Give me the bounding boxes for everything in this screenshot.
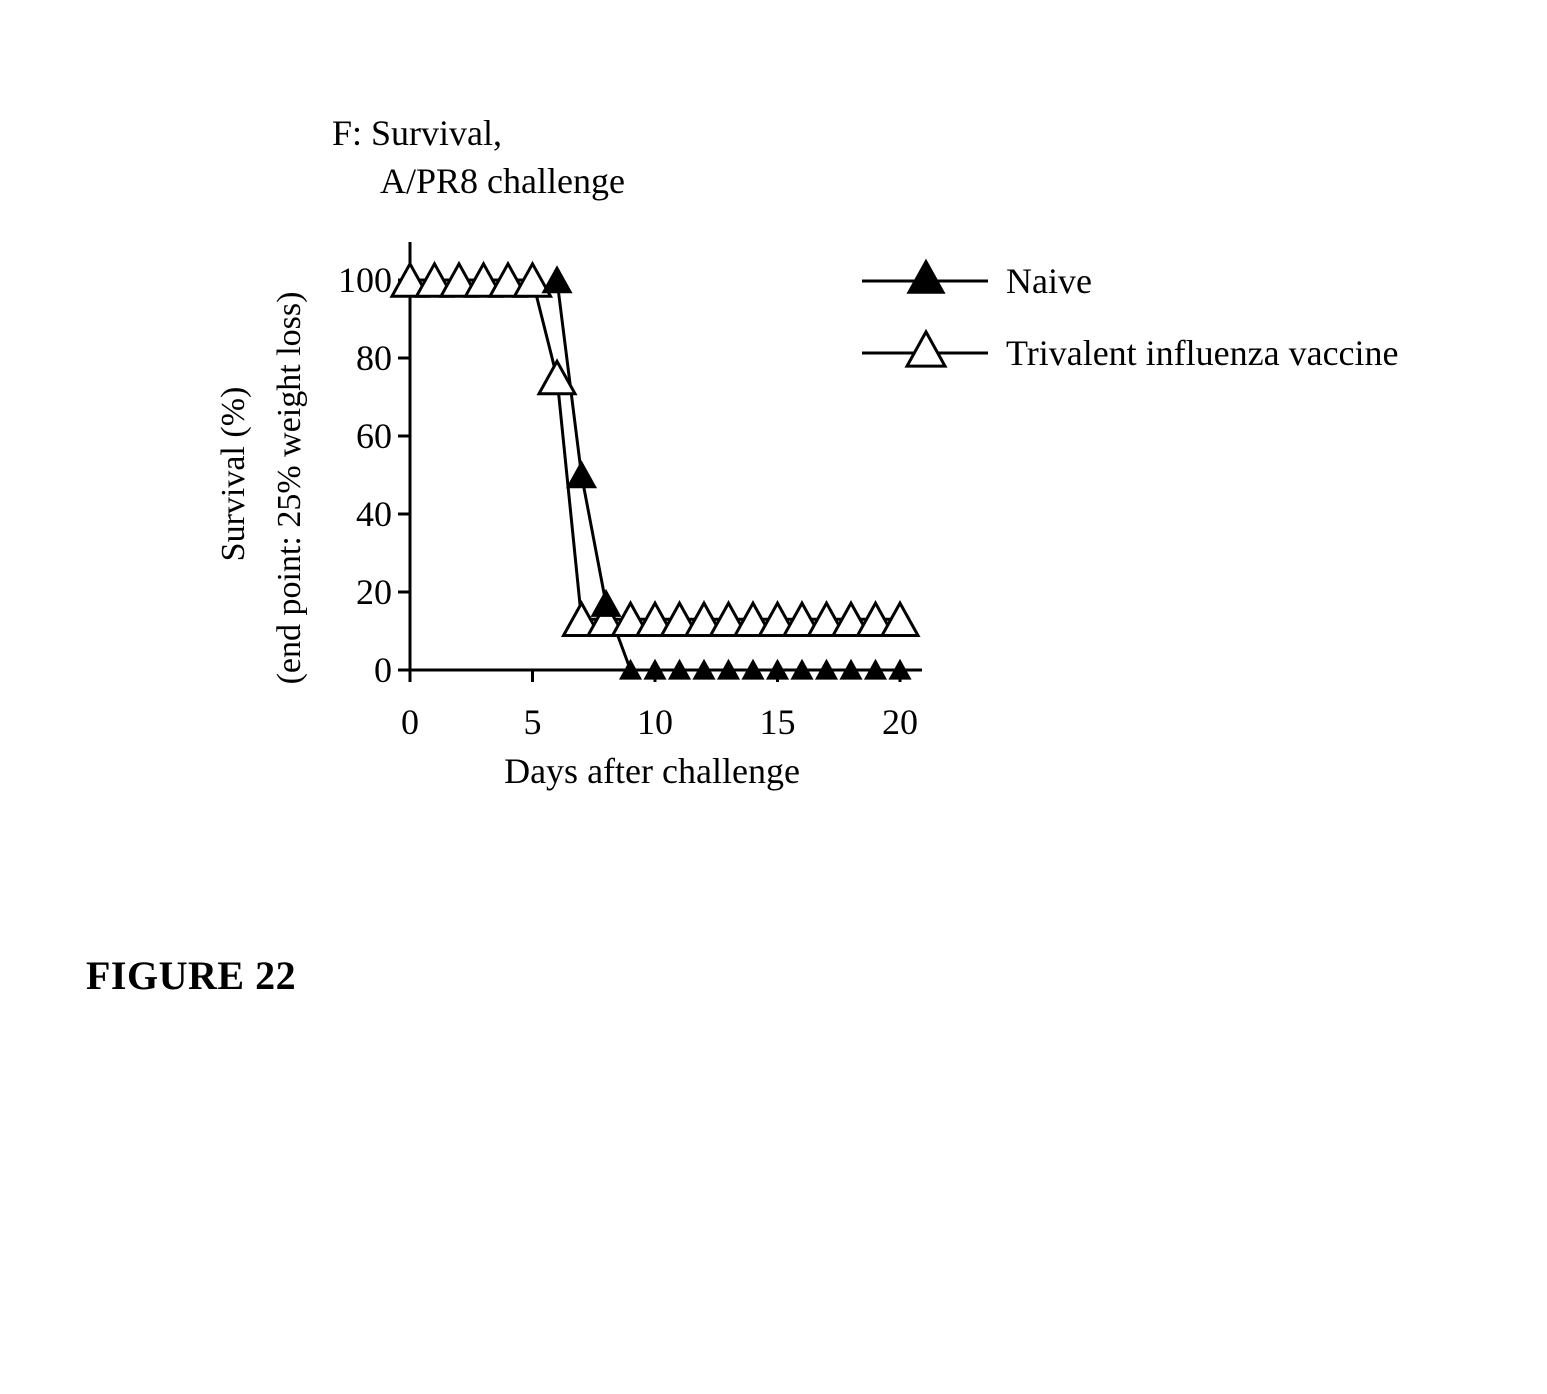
chart-series	[392, 264, 918, 678]
naive-point	[569, 463, 595, 486]
y-tick-label: 20	[356, 572, 392, 612]
x-axis-label: Days after challenge	[504, 751, 800, 791]
legend-label: Naive	[1006, 261, 1092, 301]
legend-label: Trivalent influenza vaccine	[1006, 333, 1399, 373]
x-tick-label: 20	[882, 702, 918, 742]
y-tick-label: 100	[338, 260, 392, 300]
chart-legend: Naive Trivalent influenza vaccine	[862, 261, 1399, 373]
x-tick-label: 15	[760, 702, 796, 742]
y-axis-label-line1: Survival (%)	[215, 387, 252, 562]
y-tick-label: 60	[356, 416, 392, 456]
x-tick-label: 10	[637, 702, 673, 742]
legend-marker-vaccine	[907, 332, 945, 366]
y-tick-label: 80	[356, 338, 392, 378]
legend-marker-naive	[909, 262, 943, 293]
figure-caption: FIGURE 22	[86, 952, 296, 999]
naive-point	[544, 268, 570, 291]
y-tick-label: 0	[374, 650, 392, 690]
x-tick-label: 5	[524, 702, 542, 742]
y-tick-label: 40	[356, 494, 392, 534]
y-axis-label-line2: (end point: 25% weight loss)	[271, 292, 308, 685]
naive-point	[593, 592, 619, 615]
x-tick-label: 0	[401, 702, 419, 742]
series-line-vaccine	[410, 280, 900, 619]
